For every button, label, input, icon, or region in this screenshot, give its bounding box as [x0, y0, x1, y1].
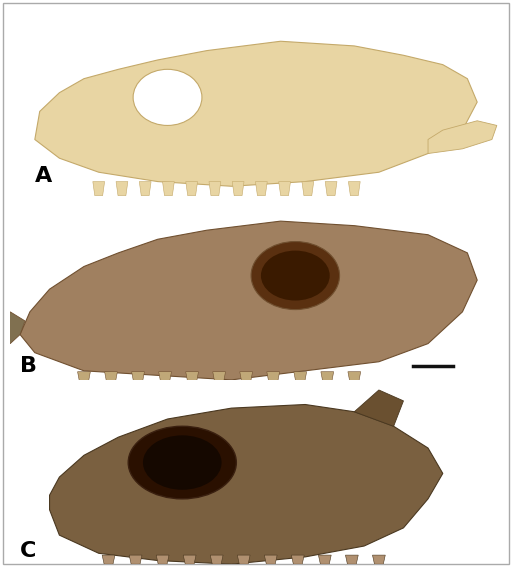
Ellipse shape [261, 251, 330, 301]
Polygon shape [279, 181, 290, 196]
Polygon shape [294, 372, 307, 382]
Polygon shape [238, 555, 250, 564]
Polygon shape [348, 181, 360, 196]
Text: B: B [20, 356, 37, 376]
Ellipse shape [251, 242, 339, 310]
Ellipse shape [143, 435, 222, 490]
Polygon shape [116, 181, 128, 196]
Text: A: A [35, 166, 52, 186]
Polygon shape [209, 181, 221, 196]
Polygon shape [139, 181, 151, 196]
Polygon shape [264, 555, 277, 564]
Text: C: C [20, 540, 36, 561]
Polygon shape [232, 181, 244, 196]
Polygon shape [20, 221, 477, 380]
Polygon shape [186, 181, 198, 196]
Polygon shape [104, 372, 117, 382]
Polygon shape [267, 372, 280, 382]
Polygon shape [428, 121, 497, 154]
Polygon shape [354, 390, 403, 426]
Polygon shape [318, 555, 331, 564]
Polygon shape [186, 372, 199, 382]
Polygon shape [35, 41, 477, 186]
Polygon shape [1, 312, 25, 344]
Polygon shape [183, 555, 196, 564]
Polygon shape [102, 555, 115, 564]
Polygon shape [373, 555, 385, 564]
Polygon shape [162, 181, 174, 196]
Polygon shape [156, 555, 169, 564]
Polygon shape [325, 181, 337, 196]
Polygon shape [321, 372, 334, 382]
Polygon shape [210, 555, 223, 564]
Polygon shape [291, 555, 304, 564]
Polygon shape [132, 372, 144, 382]
Ellipse shape [133, 69, 202, 125]
Polygon shape [346, 555, 358, 564]
Ellipse shape [128, 426, 237, 499]
Polygon shape [348, 372, 360, 382]
Polygon shape [240, 372, 252, 382]
Polygon shape [302, 181, 314, 196]
Polygon shape [255, 181, 267, 196]
Polygon shape [129, 555, 142, 564]
Polygon shape [93, 181, 104, 196]
Polygon shape [213, 372, 225, 382]
Polygon shape [159, 372, 172, 382]
Polygon shape [50, 404, 443, 564]
Polygon shape [78, 372, 90, 382]
